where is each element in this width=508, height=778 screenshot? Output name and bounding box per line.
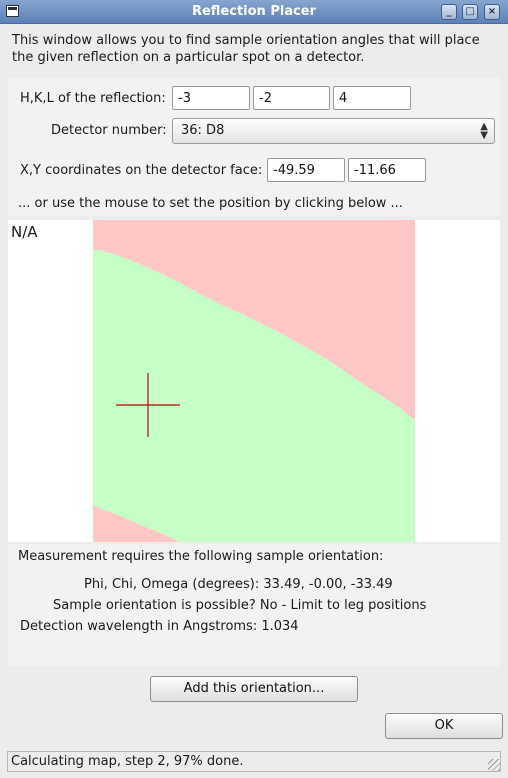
resize-grip-icon[interactable] [488,759,500,771]
close-icon[interactable]: × [484,4,500,20]
mouse-hint: ... or use the mouse to set the position… [18,196,403,211]
detector-selected-value: 36: D8 [181,123,225,138]
results-heading: Measurement requires the following sampl… [18,549,384,564]
maximize-icon[interactable]: □ [462,4,478,20]
orientation-map-area[interactable]: N/A [8,220,500,542]
status-bar: Calculating map, step 2, 97% done. [7,751,501,772]
h-input[interactable] [172,86,250,110]
l-input[interactable] [333,86,411,110]
possible-label: Sample orientation is possible? [53,598,256,613]
angles-label: Phi, Chi, Omega (degrees): [84,577,260,592]
wavelength-label: Detection wavelength in Angstroms: [20,619,258,634]
map-corner-label: N/A [11,223,38,241]
possible-row: Sample orientation is possible? No - Lim… [53,598,426,613]
detector-select[interactable]: 36: D8 ▲ ▼ [172,118,495,144]
hkl-label: H,K,L of the reflection: [20,91,166,106]
angles-value: 33.49, -0.00, -33.49 [263,577,393,592]
minimize-icon[interactable]: _ [441,4,457,20]
ok-button[interactable]: OK [385,713,503,739]
intro-text: This window allows you to find sample or… [12,33,480,65]
window-menu-icon[interactable] [6,5,19,17]
xy-label: X,Y coordinates on the detector face: [20,163,263,178]
k-input[interactable] [253,86,330,110]
orientation-map[interactable] [8,220,500,542]
wavelength-row: Detection wavelength in Angstroms: 1.034 [20,619,299,634]
map-impossible-region-top [93,220,415,420]
input-panel: H,K,L of the reflection: Detector number… [8,78,500,216]
x-input[interactable] [267,158,345,182]
title-bar: Reflection Placer _ □ × [0,0,508,24]
angles-row: Phi, Chi, Omega (degrees): 33.49, -0.00,… [84,577,393,592]
window-title: Reflection Placer [191,4,317,19]
status-text: Calculating map, step 2, 97% done. [11,754,244,769]
results-panel: Measurement requires the following sampl… [8,544,500,666]
y-input[interactable] [348,158,426,182]
detector-label: Detector number: [51,123,167,138]
add-orientation-button[interactable]: Add this orientation... [150,676,358,702]
possible-value: No - Limit to leg positions [259,598,427,613]
wavelength-value: 1.034 [261,619,299,634]
updown-chevron-icon: ▲ ▼ [480,121,488,141]
map-impossible-region-bottom [93,505,180,542]
